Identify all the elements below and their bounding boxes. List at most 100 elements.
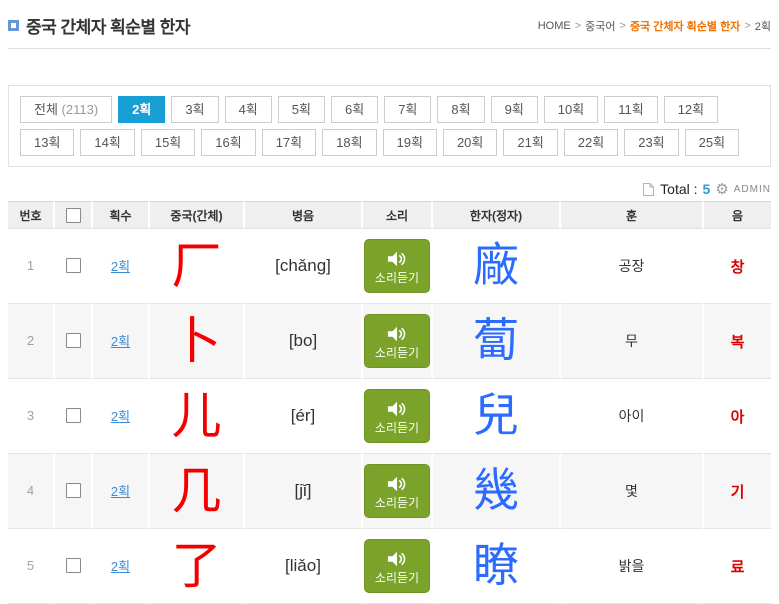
breadcrumb-separator: >: [619, 19, 626, 32]
gear-icon[interactable]: ⚙: [715, 180, 729, 198]
total-value: 5: [702, 181, 711, 197]
filter-button-18획[interactable]: 18획: [322, 129, 377, 156]
table-row: 5 2획 了 [liǎo] 소리듣기 瞭 밝을 료: [8, 529, 771, 604]
speaker-icon: [386, 399, 408, 419]
filter-button-20획[interactable]: 20획: [442, 129, 498, 156]
speaker-icon: [386, 549, 408, 569]
filter-button-4획[interactable]: 4획: [224, 96, 272, 123]
breadcrumb-item[interactable]: 2획: [754, 20, 771, 33]
page-header: 중국 간체자 획순별 한자 HOME > 중국어 > 중국 간체자 획순별 한자 >2획: [8, 0, 771, 49]
korean-meaning: 무: [625, 333, 638, 349]
filter-button-22획[interactable]: 22획: [563, 129, 619, 156]
header-no: 번호: [8, 201, 55, 229]
pinyin-text: [bo]: [288, 331, 318, 350]
filter-button-19획[interactable]: 19획: [382, 129, 437, 156]
breadcrumb-item[interactable]: 중국어: [585, 20, 616, 33]
filter-all-label: 전체: [34, 102, 58, 117]
filter-button-15획[interactable]: 15획: [140, 129, 196, 156]
header-meaning: 훈: [561, 201, 704, 229]
stroke-filter-box: 전체 (2113) 2획 3획 4획 5획 6획 7획 8획 9획 10획 11획 12획 13획 14…: [8, 85, 771, 167]
stroke-count-link[interactable]: 2획: [110, 559, 131, 574]
filter-button-7획[interactable]: 7획: [384, 96, 432, 123]
breadcrumb-separator: >: [744, 19, 751, 32]
row-checkbox[interactable]: [65, 408, 81, 424]
filter-button-10획[interactable]: 10획: [543, 96, 599, 123]
header-traditional: 한자(정자): [433, 201, 561, 229]
traditional-character: 幾: [473, 465, 519, 516]
header-pinyin: 병음: [245, 201, 363, 229]
admin-label[interactable]: ADMIN: [733, 183, 771, 195]
korean-meaning: 아이: [618, 408, 645, 424]
korean-reading: 복: [730, 333, 745, 351]
simplified-character: 儿: [171, 388, 222, 444]
row-checkbox[interactable]: [65, 258, 81, 274]
breadcrumb-item[interactable]: HOME: [537, 19, 571, 32]
speaker-icon: [386, 249, 408, 269]
header-simplified: 중국(간체): [150, 201, 245, 229]
traditional-character: 瞭: [473, 540, 519, 591]
breadcrumb: HOME > 중국어 > 중국 간체자 획순별 한자 >2획: [538, 18, 771, 34]
traditional-character: 蔔: [473, 315, 519, 366]
table-header-row: 번호 획수 중국(간체) 병음 소리 한자(정자) 훈 음: [8, 201, 771, 229]
page-title: 중국 간체자 획순별 한자: [26, 18, 191, 37]
filter-button-2획[interactable]: 2획: [118, 96, 166, 123]
sound-play-button[interactable]: 소리듣기: [364, 389, 430, 443]
row-checkbox[interactable]: [65, 483, 81, 499]
traditional-character: 兒: [473, 390, 519, 441]
filter-button-6획[interactable]: 6획: [330, 96, 379, 123]
sound-button-label: 소리듣기: [374, 270, 420, 285]
sound-play-button[interactable]: 소리듣기: [364, 239, 430, 293]
simplified-character: 厂: [171, 238, 222, 294]
row-checkbox[interactable]: [65, 558, 81, 574]
filter-button-13획[interactable]: 13획: [20, 129, 75, 156]
document-icon: [642, 182, 655, 197]
row-number: 2: [26, 333, 35, 348]
filter-button-16획[interactable]: 16획: [201, 129, 256, 156]
sound-play-button[interactable]: 소리듣기: [364, 464, 430, 518]
speaker-icon: [386, 474, 408, 494]
filter-button-21획[interactable]: 21획: [503, 129, 558, 156]
row-number: 4: [26, 483, 35, 498]
filter-button-11획[interactable]: 11획: [604, 96, 658, 123]
table-row: 4 2획 几 [jǐ] 소리듣기 幾 몇 기: [8, 454, 771, 529]
title-bullet-icon: [8, 20, 19, 31]
sound-play-button[interactable]: 소리듣기: [364, 314, 430, 368]
sound-button-label: 소리듣기: [374, 495, 420, 510]
filter-button-23획[interactable]: 23획: [624, 129, 679, 156]
korean-reading: 기: [730, 483, 745, 501]
pinyin-text: [chǎng]: [275, 256, 331, 275]
select-all-checkbox[interactable]: [65, 207, 81, 223]
filter-button-3획[interactable]: 3획: [171, 96, 219, 123]
stroke-count-link[interactable]: 2획: [110, 334, 131, 349]
filter-button-8획[interactable]: 8획: [437, 96, 485, 123]
korean-reading: 창: [730, 258, 745, 276]
pinyin-text: [ér]: [290, 406, 316, 425]
breadcrumb-item[interactable]: 중국 간체자 획순별 한자: [629, 20, 741, 33]
filter-button-all[interactable]: 전체 (2113): [20, 96, 113, 123]
traditional-character: 廠: [473, 240, 519, 291]
filter-button-12획[interactable]: 12획: [663, 96, 719, 123]
stroke-count-link[interactable]: 2획: [110, 484, 131, 499]
stroke-count-link[interactable]: 2획: [110, 409, 131, 424]
header-reading: 음: [704, 201, 771, 229]
filter-button-9획[interactable]: 9획: [490, 96, 538, 123]
stroke-count-link[interactable]: 2획: [110, 259, 131, 274]
filter-button-14획[interactable]: 14획: [80, 129, 135, 156]
table-row: 3 2획 儿 [ér] 소리듣기 兒 아이 아: [8, 379, 771, 454]
pinyin-text: [jǐ]: [294, 481, 312, 500]
sound-play-button[interactable]: 소리듣기: [364, 539, 430, 593]
row-number: 5: [26, 558, 35, 573]
filter-button-17획[interactable]: 17획: [261, 129, 317, 156]
row-checkbox[interactable]: [65, 333, 81, 349]
korean-meaning: 공장: [618, 258, 645, 274]
filter-all-count: (2113): [61, 102, 99, 117]
korean-meaning: 밝을: [618, 558, 645, 574]
hanja-table: 번호 획수 중국(간체) 병음 소리 한자(정자) 훈 음 1 2획 厂 [chǎng…: [8, 201, 771, 604]
filter-button-5획[interactable]: 5획: [277, 96, 325, 123]
row-number: 1: [26, 258, 35, 273]
korean-meaning: 몇: [625, 483, 638, 499]
filter-button-25획[interactable]: 25획: [684, 129, 740, 156]
simplified-character: 卜: [171, 313, 222, 369]
korean-reading: 아: [730, 408, 745, 426]
